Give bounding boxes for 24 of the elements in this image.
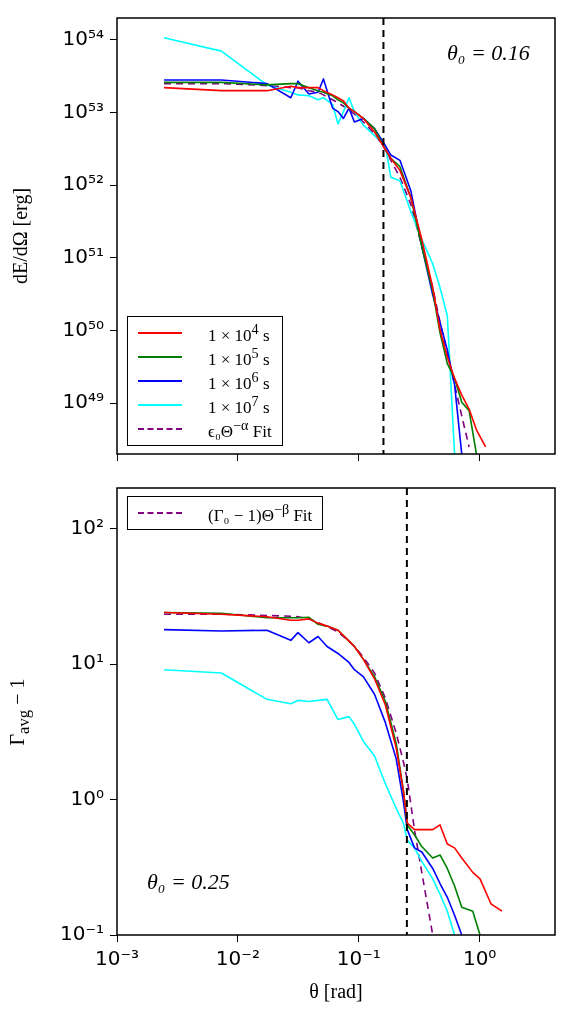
annotation: θ₀ = 0.16 bbox=[447, 40, 530, 66]
y-tick-label: 10⁰ bbox=[70, 785, 104, 810]
y-tick-label: 10⁵⁴ bbox=[62, 26, 104, 51]
y-axis-title: dE/dΩ [erg] bbox=[8, 187, 32, 285]
legend-label: ϵ₀Θ$^{−α}$ Fit bbox=[208, 416, 272, 442]
annotation: θ₀ = 0.25 bbox=[147, 869, 230, 895]
y-tick-label: 10⁵² bbox=[62, 171, 104, 196]
y-tick-label: 10² bbox=[70, 514, 104, 539]
legend-label: 1 × 10$^{4}$ s bbox=[208, 320, 270, 346]
x-tick-label: 10⁰ bbox=[462, 946, 497, 971]
x-tick-label: 10⁻¹ bbox=[336, 946, 381, 971]
legend-label: 1 × 10$^{7}$ s bbox=[208, 392, 270, 418]
x-axis-title: θ [rad] bbox=[309, 980, 363, 1003]
y-tick-label: 10¹ bbox=[70, 650, 104, 675]
y-tick-label: 10⁴⁹ bbox=[62, 389, 104, 414]
y-tick-label: 10⁵¹ bbox=[62, 244, 104, 269]
x-tick-label: 10⁻³ bbox=[94, 946, 140, 971]
x-tick-label: 10⁻² bbox=[215, 946, 260, 971]
y-tick-label: 10⁵⁰ bbox=[62, 316, 104, 341]
legend-label: (Γ₀ − 1)Θ$^{−β}$ Fit bbox=[208, 500, 313, 526]
y-tick-label: 10⁵³ bbox=[62, 98, 104, 123]
y-tick-label: 10⁻¹ bbox=[59, 921, 104, 946]
legend-label: 1 × 10$^{6}$ s bbox=[208, 368, 270, 394]
legend-label: 1 × 10$^{5}$ s bbox=[208, 344, 270, 370]
